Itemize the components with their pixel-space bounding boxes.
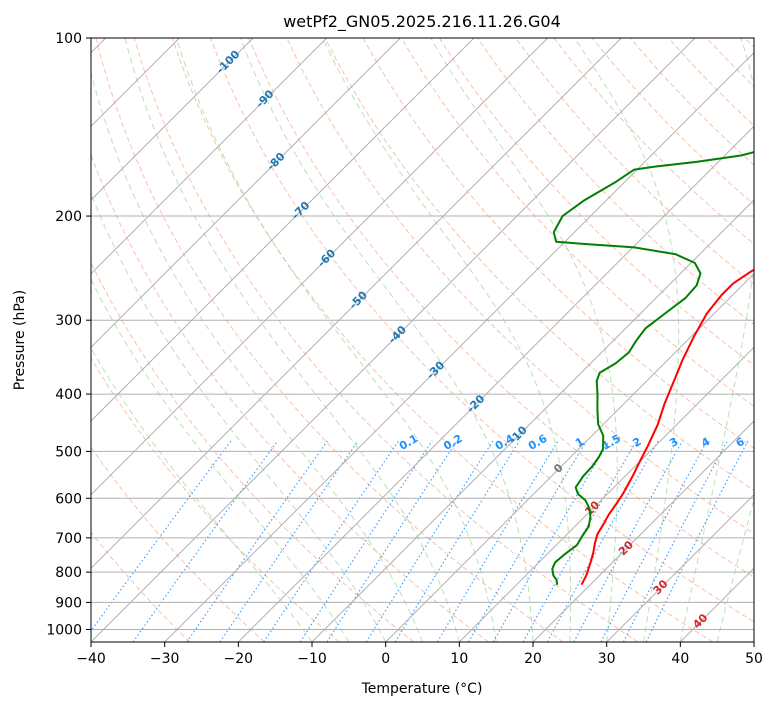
x-tick-label: −10: [297, 651, 327, 667]
x-tick-label: 50: [745, 651, 763, 667]
y-tick-label: 1000: [46, 622, 82, 638]
y-tick-label: 800: [55, 565, 82, 581]
y-tick-label: 900: [55, 595, 82, 611]
x-tick-label: −30: [150, 651, 180, 667]
x-axis-label: Temperature (°C): [361, 681, 483, 697]
y-tick-label: 100: [55, 31, 82, 47]
y-tick-label: 300: [55, 313, 82, 329]
y-tick-label: 700: [55, 531, 82, 547]
y-axis-label: Pressure (hPa): [12, 290, 28, 390]
x-tick-label: 30: [598, 651, 616, 667]
x-tick-label: 0: [381, 651, 390, 667]
x-tick-label: −20: [224, 651, 254, 667]
x-tick-label: 20: [524, 651, 542, 667]
y-tick-label: 600: [55, 491, 82, 507]
chart-title: wetPf2_GN05.2025.216.11.26.G04: [283, 12, 561, 32]
x-tick-label: 10: [450, 651, 468, 667]
y-tick-label: 400: [55, 387, 82, 403]
y-tick-label: 500: [55, 444, 82, 460]
x-tick-label: 40: [671, 651, 689, 667]
x-tick-label: −40: [76, 651, 106, 667]
y-tick-label: 200: [55, 209, 82, 225]
